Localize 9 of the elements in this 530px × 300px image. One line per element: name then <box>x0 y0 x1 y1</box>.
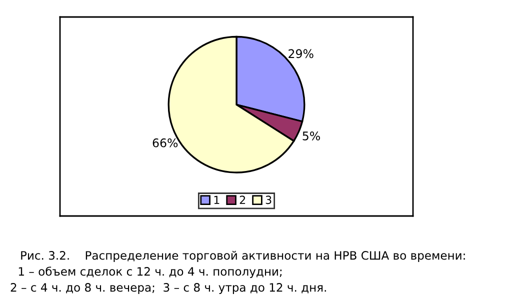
data-label: 5% <box>302 131 320 140</box>
text: 2 – с 4 ч. до 8 ч. вечера; 3 – с 8 ч. утра до 12 ч. дня. <box>10 283 326 294</box>
data-label: 29% <box>288 49 314 58</box>
legend-label: 2 <box>240 196 246 204</box>
legend-label: 1 <box>214 196 220 204</box>
text: 1 – объем сделок с 12 ч. до 4 ч. пополудни; <box>18 266 282 278</box>
legend-label: 3 <box>266 196 272 204</box>
text: Рис. 3.2. Распределение торговой активности на НРВ США во времени: <box>21 250 465 262</box>
data-label: 66% <box>152 138 178 148</box>
